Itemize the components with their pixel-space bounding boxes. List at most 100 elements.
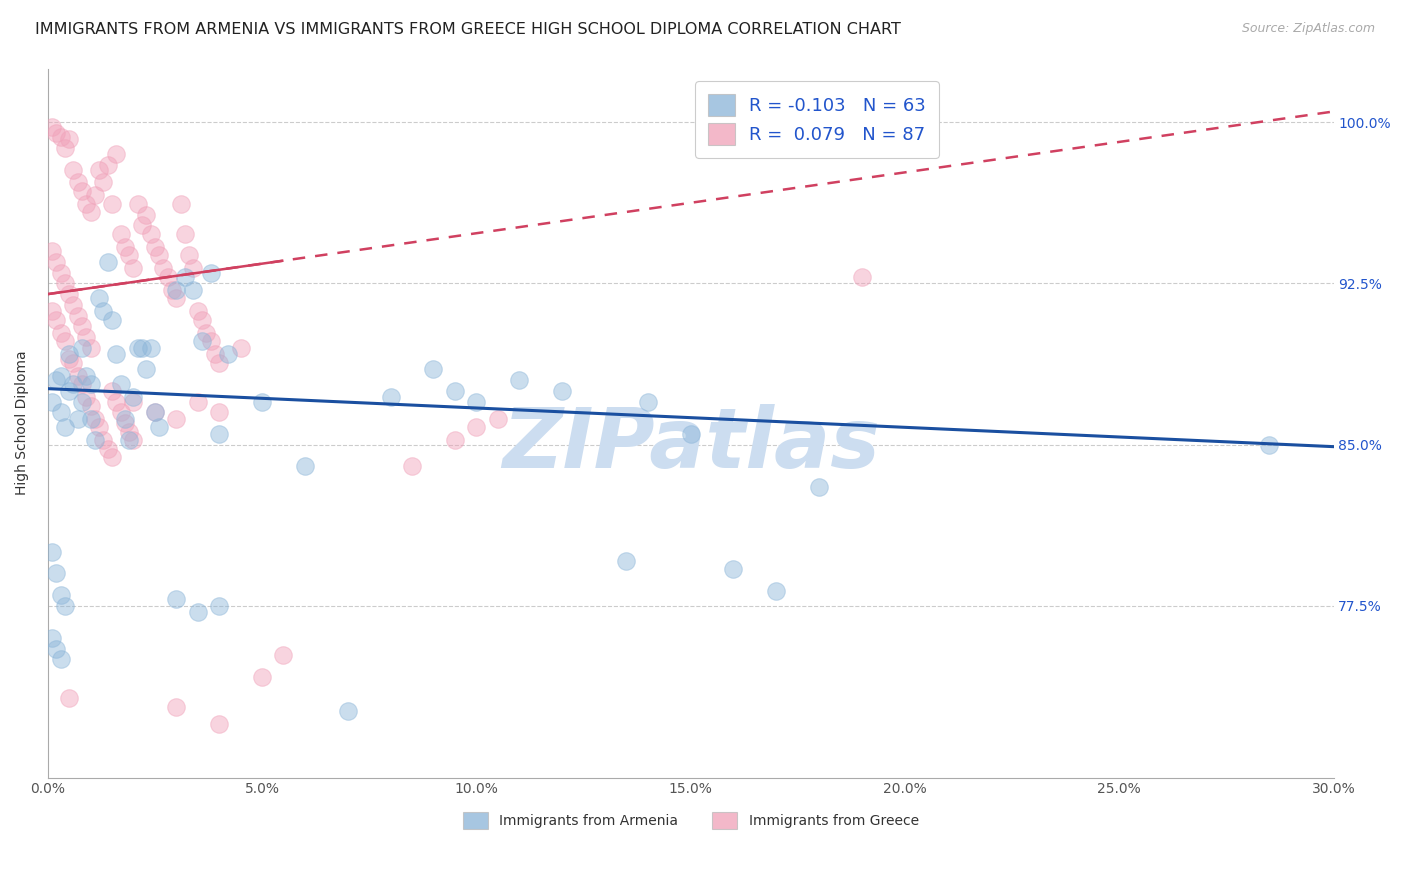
Point — [127, 197, 149, 211]
Point — [131, 219, 153, 233]
Point — [53, 334, 76, 349]
Point — [637, 394, 659, 409]
Point — [41, 631, 63, 645]
Point — [97, 158, 120, 172]
Point — [75, 368, 97, 383]
Point — [62, 162, 84, 177]
Point — [79, 399, 101, 413]
Point — [118, 425, 141, 439]
Point — [183, 261, 205, 276]
Point — [148, 420, 170, 434]
Text: ZIPatlas: ZIPatlas — [502, 404, 880, 484]
Point — [41, 304, 63, 318]
Point — [101, 197, 124, 211]
Point — [58, 691, 80, 706]
Point — [165, 283, 187, 297]
Point — [679, 426, 702, 441]
Point — [58, 384, 80, 398]
Point — [191, 334, 214, 349]
Point — [105, 394, 128, 409]
Point — [508, 373, 530, 387]
Point — [165, 699, 187, 714]
Point — [336, 704, 359, 718]
Y-axis label: High School Diploma: High School Diploma — [15, 351, 30, 495]
Point — [187, 394, 209, 409]
Point — [135, 208, 157, 222]
Point — [250, 394, 273, 409]
Point — [66, 411, 89, 425]
Point — [143, 405, 166, 419]
Point — [89, 420, 111, 434]
Point — [53, 277, 76, 291]
Point — [41, 120, 63, 134]
Point — [1258, 437, 1281, 451]
Point — [75, 197, 97, 211]
Point — [174, 227, 197, 241]
Point — [49, 266, 72, 280]
Point — [174, 269, 197, 284]
Point — [58, 132, 80, 146]
Point — [79, 411, 101, 425]
Point — [97, 255, 120, 269]
Point — [551, 384, 574, 398]
Text: IMMIGRANTS FROM ARMENIA VS IMMIGRANTS FROM GREECE HIGH SCHOOL DIPLOMA CORRELATIO: IMMIGRANTS FROM ARMENIA VS IMMIGRANTS FR… — [35, 22, 901, 37]
Point — [101, 384, 124, 398]
Point — [614, 553, 637, 567]
Point — [122, 390, 145, 404]
Point — [75, 330, 97, 344]
Point — [45, 126, 67, 140]
Point — [208, 599, 231, 613]
Point — [187, 605, 209, 619]
Point — [380, 390, 402, 404]
Point — [70, 341, 93, 355]
Point — [58, 351, 80, 366]
Point — [41, 244, 63, 259]
Point — [41, 394, 63, 409]
Point — [53, 599, 76, 613]
Point — [139, 341, 162, 355]
Point — [294, 458, 316, 473]
Point — [200, 334, 222, 349]
Point — [208, 716, 231, 731]
Point — [208, 356, 231, 370]
Point — [70, 319, 93, 334]
Point — [101, 313, 124, 327]
Point — [444, 434, 467, 448]
Point — [49, 588, 72, 602]
Point — [114, 411, 136, 425]
Point — [165, 292, 187, 306]
Point — [118, 248, 141, 262]
Point — [89, 292, 111, 306]
Point — [49, 368, 72, 383]
Point — [139, 227, 162, 241]
Point — [160, 283, 183, 297]
Point — [143, 240, 166, 254]
Point — [70, 377, 93, 392]
Point — [122, 261, 145, 276]
Point — [229, 341, 252, 355]
Point — [114, 416, 136, 430]
Point — [89, 162, 111, 177]
Point — [135, 362, 157, 376]
Point — [70, 394, 93, 409]
Point — [83, 411, 105, 425]
Point — [465, 420, 488, 434]
Point — [183, 283, 205, 297]
Point — [41, 545, 63, 559]
Point — [808, 481, 831, 495]
Point — [143, 405, 166, 419]
Point — [49, 405, 72, 419]
Point — [58, 287, 80, 301]
Point — [148, 248, 170, 262]
Point — [62, 356, 84, 370]
Point — [165, 411, 187, 425]
Point — [83, 434, 105, 448]
Point — [45, 373, 67, 387]
Point — [93, 434, 115, 448]
Point — [723, 562, 745, 576]
Point — [179, 248, 201, 262]
Point — [79, 205, 101, 219]
Point — [105, 347, 128, 361]
Point — [131, 341, 153, 355]
Point — [70, 184, 93, 198]
